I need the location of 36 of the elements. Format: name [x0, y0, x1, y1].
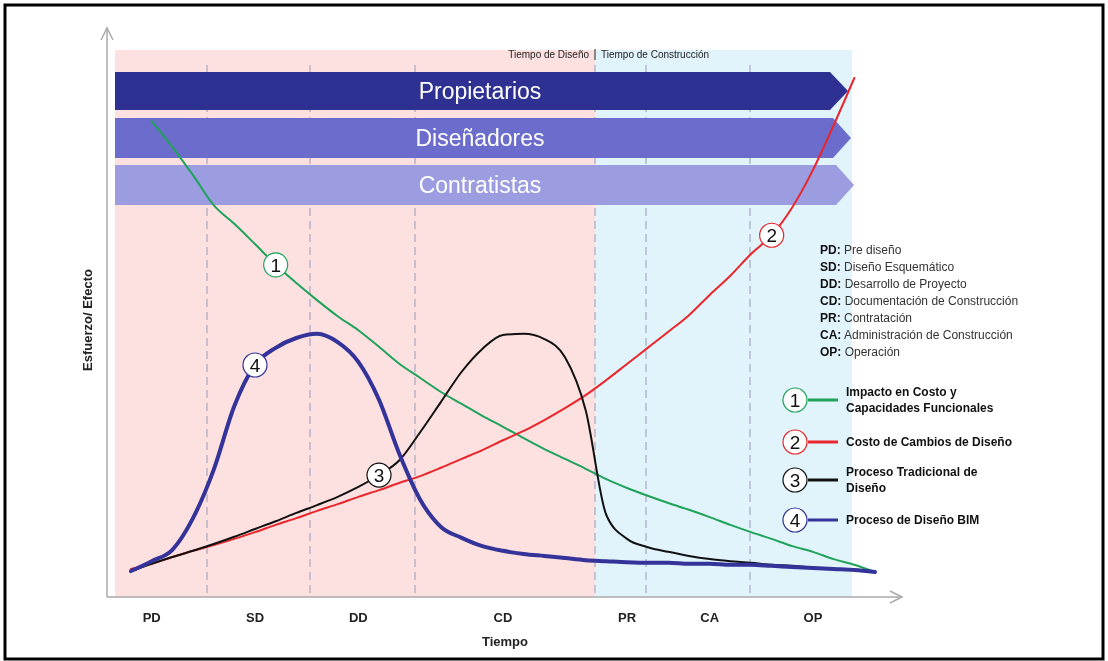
annotation: 2: [766, 225, 777, 247]
annotation: 3: [373, 465, 385, 487]
x-tick-label: SD: [245, 610, 265, 625]
text: Tiempo de Construcción: [601, 49, 710, 60]
text: 1: [789, 390, 801, 411]
x-tick-label: CA: [700, 610, 720, 625]
annotation: DD: Desarrollo de Proyecto: [820, 277, 968, 291]
arrow-banner: Propietarios: [115, 72, 848, 110]
text: Tiempo de Diseño: [508, 49, 590, 60]
legend-label: Proceso Tradicional de Diseño: [846, 465, 978, 495]
annotation: 4: [249, 355, 261, 377]
annotation: Diseñadores: [415, 125, 545, 151]
text: 4: [789, 510, 801, 531]
annotation: OP: Operación: [820, 345, 901, 359]
legend-label: Impacto en Costo y Capacidades Funcionales: [846, 385, 994, 415]
annotation: PD: Pre diseño: [820, 243, 902, 257]
y-axis-title: Esfuerzo/ Efecto: [80, 269, 95, 371]
annotation: Propietarios: [418, 78, 542, 104]
text: 3: [789, 470, 801, 491]
text: 2: [789, 432, 801, 453]
x-axis-title: Tiempo: [482, 634, 529, 649]
arrow-banner: Diseñadores: [115, 118, 851, 158]
x-tick-label: OP: [803, 610, 823, 625]
x-tick-label: PD: [142, 610, 161, 625]
annotation: 1: [270, 254, 281, 276]
annotation: CA: Administración de Construcción: [820, 328, 1013, 342]
annotation: Contratistas: [418, 172, 542, 198]
annotation: PR: Contratación: [820, 311, 913, 325]
annotation: CD: Documentación de Construcción: [820, 294, 1019, 308]
legend-label: Proceso de Diseño BIM: [846, 513, 980, 527]
legend-label: Costo de Cambios de Diseño: [846, 435, 1013, 449]
arrow-banner: Contratistas: [115, 165, 854, 205]
x-tick-label: DD: [348, 610, 368, 625]
x-tick-label: CD: [493, 610, 513, 625]
x-tick-label: PR: [617, 610, 637, 625]
annotation: SD: Diseño Esquemático: [820, 260, 955, 274]
